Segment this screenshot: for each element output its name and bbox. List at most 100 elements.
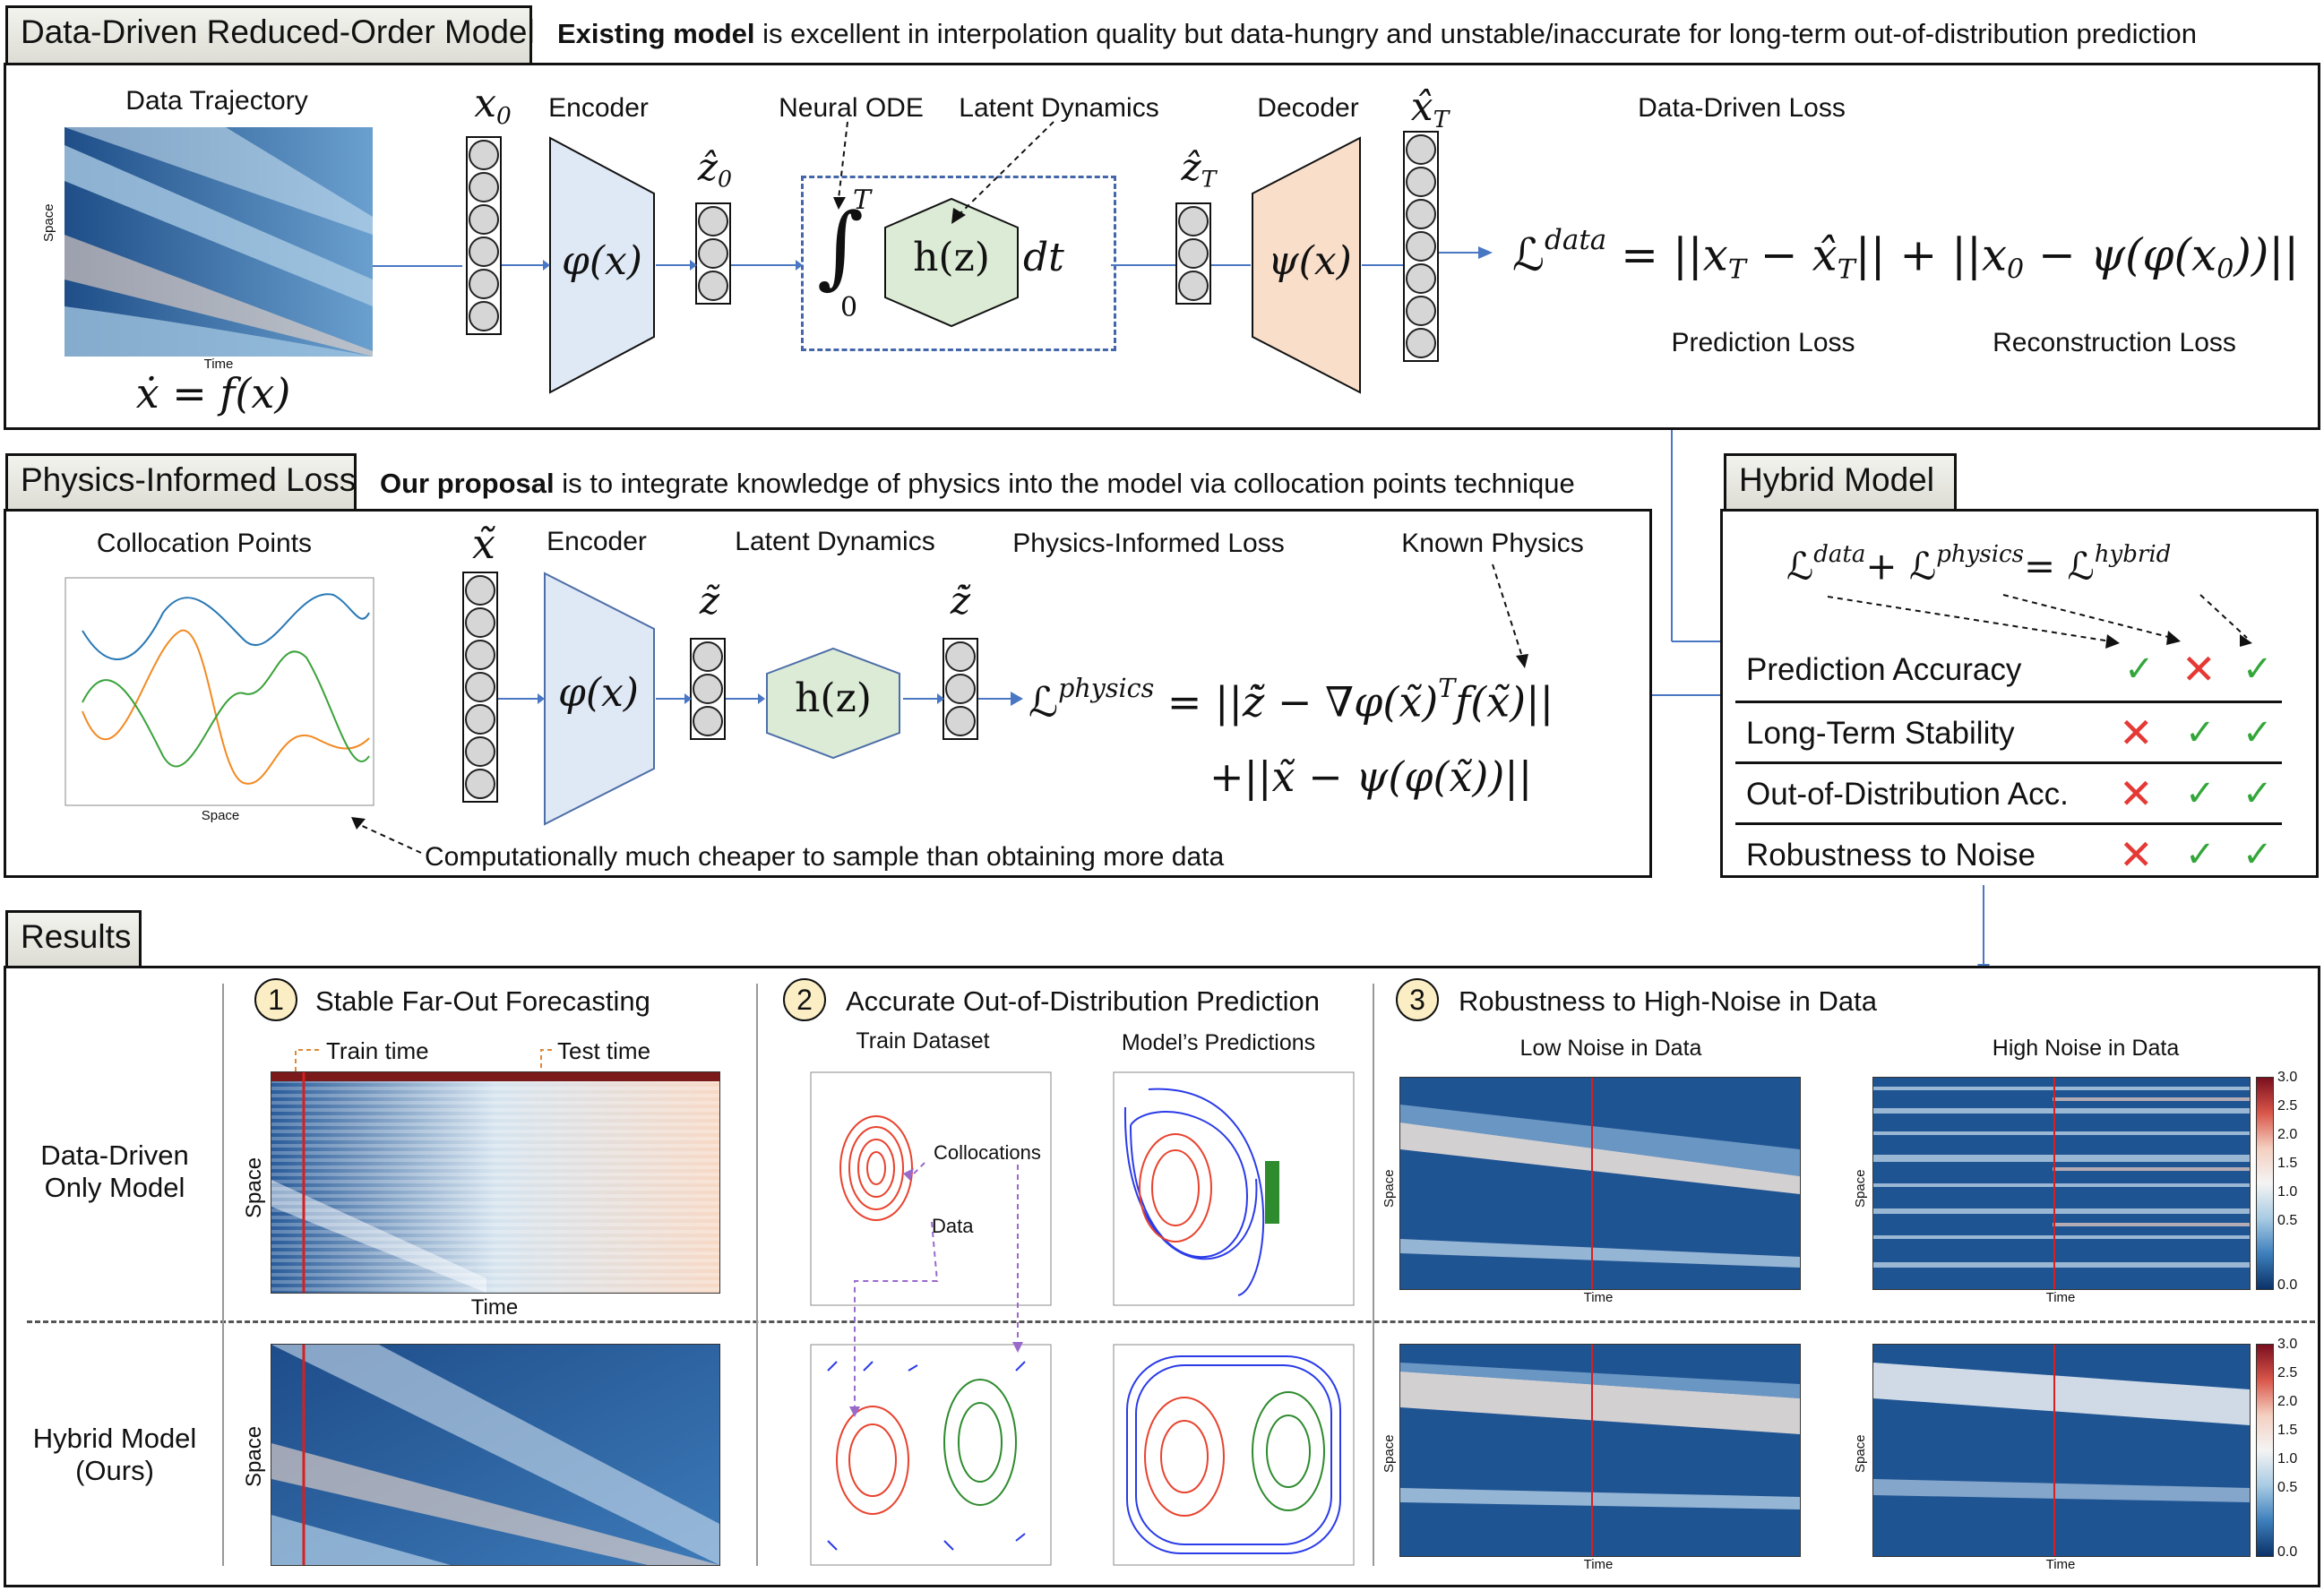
cross-icon: ✕ <box>2182 646 2216 692</box>
xT-label: x̂T <box>1410 84 1450 133</box>
hybrid-panel <box>1720 509 2319 878</box>
check-icon: ✓ <box>2124 649 2155 689</box>
physics-latent-dynamics-label: Latent Dynamics <box>735 527 935 556</box>
zT-label: ẑT <box>1181 145 1217 193</box>
zdot-tilde-label: z̃̇ <box>950 579 971 623</box>
s3-space-axis: Space <box>1853 1169 1868 1208</box>
physics-encoder-function: φ(x) <box>558 670 639 716</box>
collocation-space-axis: Space <box>201 808 240 823</box>
known-physics-label: Known Physics <box>1401 529 1584 558</box>
row1-label: Data-Driven Only Model <box>40 1140 189 1203</box>
physics-encoder-label: Encoder <box>547 527 647 556</box>
check-icon: ✓ <box>2242 835 2273 874</box>
top-caption-rest: is excellent in interpolation quality bu… <box>754 18 2197 49</box>
collocation-plot <box>65 577 374 806</box>
physics-loss-line2: +||x̃ − ψ(φ(x̃))|| <box>1209 752 1533 801</box>
results-col-divider-3 <box>1373 984 1374 1566</box>
reconstruction-loss-label: Reconstruction Loss <box>1993 328 2236 357</box>
physics-loss-line1: ℒphysics = ||z̃̇ − ∇φ(x̃)Tf(x̃)|| <box>1029 674 1554 727</box>
s2-pred-bottom <box>1113 1344 1355 1566</box>
results-tab: Results <box>5 910 142 968</box>
check-icon: ✓ <box>2185 835 2216 874</box>
decoder-function: ψ(x) <box>1268 238 1352 284</box>
hybrid-row-label: Prediction Accuracy <box>1746 652 2022 687</box>
encoder-trapezoid <box>549 136 655 394</box>
section-3-title: Robustness to High-Noise in Data <box>1459 985 1877 1017</box>
top-caption-bold: Existing model <box>557 18 755 49</box>
encoder-label: Encoder <box>548 93 649 123</box>
dt-label: dt <box>1023 235 1064 280</box>
s1-data-driven-heatmap <box>271 1071 720 1294</box>
top-tab: Data-Driven Reduced-Order Model <box>5 5 535 64</box>
data-trajectory-label: Data Trajectory <box>125 86 308 116</box>
data-loss-title: Data-Driven Loss <box>1638 93 1846 123</box>
integral-upper: T <box>853 185 872 216</box>
results-col-divider-1 <box>222 984 224 1566</box>
data-loss-equation: ℒdata = ||xT − x̂T|| + ||x0 − ψ(φ(x0))|| <box>1512 224 2300 286</box>
low-noise-label: Low Noise in Data <box>1519 1036 1702 1061</box>
hybrid-row-label: Long-Term Stability <box>1746 716 2015 751</box>
zT-vector <box>1175 202 1211 305</box>
z-tilde-label: z̃ <box>699 579 720 623</box>
collocations-label: Collocations <box>934 1141 1041 1164</box>
encoder-function: φ(x) <box>562 238 642 284</box>
top-caption: Existing model is excellent in interpola… <box>557 18 2197 50</box>
high-noise-label: High Noise in Data <box>1992 1036 2180 1061</box>
row2-label: Hybrid Model (Ours) <box>32 1423 197 1486</box>
prediction-loss-label: Prediction Loss <box>1671 328 1855 357</box>
physics-caption: Our proposal is to integrate knowledge o… <box>380 468 1575 500</box>
z0-label: ẑ0 <box>697 145 733 193</box>
s3-high-noise-top <box>1872 1077 2251 1290</box>
top-panel <box>4 63 2320 430</box>
top-tab-title: Data-Driven Reduced-Order Model <box>21 13 535 50</box>
x-tilde-vector <box>462 572 498 803</box>
s3-high-noise-bottom <box>1872 1344 2251 1557</box>
section-3-badge: 3 <box>1396 978 1439 1021</box>
check-icon: ✓ <box>2185 713 2216 752</box>
integral-lower: 0 <box>840 292 858 323</box>
physics-hz-label: h(z) <box>795 675 872 721</box>
hybrid-row-label: Robustness to Noise <box>1746 838 2036 873</box>
cross-icon: ✕ <box>2119 831 2154 878</box>
train-time-label: Train time <box>326 1037 429 1064</box>
s2-pred-top <box>1113 1071 1355 1306</box>
integral-sign: ∫ <box>817 194 865 298</box>
physics-caption-bold: Our proposal <box>380 468 555 499</box>
hz-label: h(z) <box>913 235 990 280</box>
s1-time-axis: Time <box>470 1295 519 1320</box>
s1-hybrid-heatmap <box>271 1344 720 1566</box>
check-icon: ✓ <box>2242 649 2273 689</box>
x-tilde-label: x̃ <box>472 520 495 568</box>
decoder-label: Decoder <box>1257 93 1359 123</box>
section-2-badge: 2 <box>783 978 826 1021</box>
colorbar-top <box>2256 1077 2274 1290</box>
zdot-tilde-vector <box>943 638 978 740</box>
s3-space-axis: Space <box>1381 1434 1397 1473</box>
ode-equation: ẋ = f(x) <box>135 369 291 417</box>
results-row-divider <box>27 1320 2315 1323</box>
physics-tab-title: Physics-Informed Loss <box>21 461 357 498</box>
hybrid-row-1: Long-Term Stability ✕ ✓ ✓ <box>1735 701 2282 762</box>
s3-time-axis: Time <box>2045 1290 2076 1305</box>
physics-caption-rest: is to integrate knowledge of physics int… <box>554 468 1575 499</box>
physics-note: Computationally much cheaper to sample t… <box>425 842 1225 872</box>
s2-train-top <box>810 1071 1052 1306</box>
z0-vector <box>695 202 731 305</box>
hybrid-equation: ℒdata+ ℒphysics= ℒhybrid <box>1786 541 2172 589</box>
decoder-trapezoid <box>1252 136 1361 394</box>
xT-vector <box>1403 131 1439 362</box>
colorbar-bottom <box>2256 1344 2274 1557</box>
s3-space-axis: Space <box>1381 1169 1397 1208</box>
s2-train-bottom <box>810 1344 1052 1566</box>
s3-time-axis: Time <box>2045 1557 2076 1572</box>
check-icon: ✓ <box>2242 713 2273 752</box>
section-1-badge: 1 <box>254 978 297 1021</box>
model-predictions-label: Model’s Predictions <box>1121 1030 1316 1055</box>
latent-dynamics-label: Latent Dynamics <box>959 93 1159 123</box>
check-icon: ✓ <box>2185 774 2216 813</box>
s3-time-axis: Time <box>1583 1557 1614 1572</box>
hybrid-row-3: Robustness to Noise ✕ ✓ ✓ <box>1735 822 2282 884</box>
results-tab-title: Results <box>21 918 132 955</box>
hybrid-row-label: Out-of-Distribution Acc. <box>1746 777 2069 812</box>
hybrid-tab: Hybrid Model <box>1724 453 1957 511</box>
